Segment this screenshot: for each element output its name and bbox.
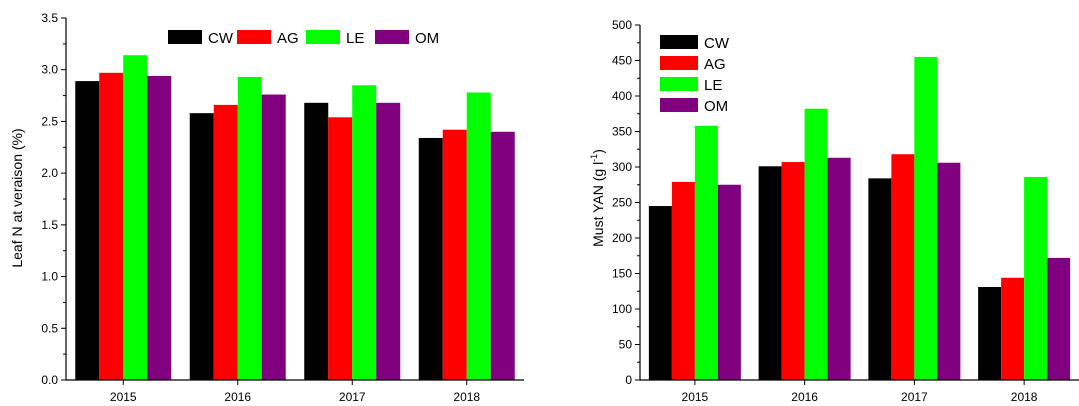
x-tick-label: 2016 bbox=[791, 390, 818, 404]
legend-swatch-le bbox=[306, 30, 340, 44]
bar-le-2017 bbox=[914, 56, 938, 380]
bar-ag-2015 bbox=[99, 72, 124, 381]
x-tick-label: 2018 bbox=[1011, 390, 1038, 404]
x-tick-label: 2015 bbox=[110, 390, 137, 404]
y-tick-label: 1.0 bbox=[41, 270, 58, 284]
bar-le-2016 bbox=[237, 76, 262, 380]
legend-label-ag: AG bbox=[704, 56, 726, 73]
legend-label-om: OM bbox=[415, 30, 439, 47]
bar-ag-2018 bbox=[1001, 277, 1025, 380]
y-tick-label: 500 bbox=[612, 18, 632, 32]
legend-swatch-ag bbox=[237, 30, 271, 44]
bar-cw-2018 bbox=[978, 286, 1002, 380]
y-axis-label-sup: -1 bbox=[589, 154, 599, 162]
y-axis-label-close: ) bbox=[590, 149, 606, 154]
legend-swatch-om bbox=[375, 30, 409, 44]
legend-leaf-n: CW AG LE OM bbox=[168, 30, 439, 47]
legend-label-om: OM bbox=[704, 98, 728, 115]
bar-om-2017 bbox=[376, 102, 401, 380]
bar-le-2017 bbox=[352, 85, 377, 380]
bar-om-2018 bbox=[1047, 257, 1071, 380]
legend-swatch-ag bbox=[660, 56, 698, 70]
y-tick-label: 1.5 bbox=[41, 218, 58, 232]
bar-om-2017 bbox=[937, 162, 961, 380]
y-axis-label-must-yan: Must YAN (g l-1) bbox=[589, 149, 606, 247]
y-tick-label: 450 bbox=[612, 54, 632, 68]
legend-label-le: LE bbox=[346, 30, 364, 47]
x-tick-label: 2017 bbox=[339, 390, 366, 404]
axes-leaf-n: 2015 2016 2017 2018 0.0 0.5 1.0 1.5 2.0 2.5 3.0 3.5 bbox=[41, 11, 524, 404]
y-tick-label: 0 bbox=[625, 373, 632, 387]
bar-cw-2015 bbox=[648, 206, 672, 380]
bar-cw-2016 bbox=[189, 113, 214, 380]
y-axis-label-main: Must YAN (g l bbox=[590, 162, 606, 247]
y-tick-label: 3.0 bbox=[41, 63, 58, 77]
bar-ag-2017 bbox=[891, 154, 915, 380]
bar-om-2015 bbox=[147, 75, 172, 381]
y-tick-label: 250 bbox=[612, 196, 632, 210]
y-tick-label: 200 bbox=[612, 231, 632, 245]
chart-leaf-n: 2015 2016 2017 2018 0.0 0.5 1.0 1.5 2.0 2.5 3.0 3.5… bbox=[9, 11, 524, 404]
legend-must-yan: CW AG LE OM bbox=[660, 35, 730, 115]
bar-le-2015 bbox=[123, 55, 148, 381]
y-tick-label: 2.0 bbox=[41, 166, 58, 180]
y-tick-label: 150 bbox=[612, 267, 632, 281]
legend-label-le: LE bbox=[704, 77, 722, 94]
legend-swatch-om bbox=[660, 98, 698, 112]
bars-leaf-n bbox=[75, 55, 515, 381]
y-tick-label: 0.5 bbox=[41, 321, 58, 335]
x-tick-label: 2018 bbox=[453, 390, 480, 404]
bar-le-2018 bbox=[1024, 176, 1048, 380]
y-tick-label: 100 bbox=[612, 302, 632, 316]
bar-le-2015 bbox=[694, 125, 718, 380]
bar-le-2016 bbox=[804, 108, 828, 380]
y-tick-label: 0.0 bbox=[41, 373, 58, 387]
legend-swatch-cw bbox=[168, 30, 202, 44]
bar-ag-2016 bbox=[781, 162, 805, 380]
bar-ag-2017 bbox=[328, 117, 353, 380]
bar-cw-2017 bbox=[868, 178, 892, 380]
x-tick-label: 2016 bbox=[224, 390, 251, 404]
y-tick-label: 300 bbox=[612, 160, 632, 174]
axes-must-yan: 2015 2016 2017 2018 0 50 100 150 200 250 300 350 400… bbox=[612, 18, 1079, 404]
bar-om-2016 bbox=[261, 94, 286, 380]
legend-label-cw: CW bbox=[208, 30, 234, 47]
y-axis-label-leaf-n: Leaf N at veraison (%) bbox=[9, 128, 25, 267]
x-tick-label: 2015 bbox=[682, 390, 709, 404]
bars-must-yan bbox=[648, 56, 1071, 380]
x-tick-label: 2017 bbox=[901, 390, 928, 404]
bar-om-2015 bbox=[717, 184, 741, 380]
bar-le-2018 bbox=[466, 92, 491, 381]
bar-cw-2015 bbox=[75, 81, 100, 380]
legend-label-ag: AG bbox=[277, 30, 299, 47]
y-tick-label: 350 bbox=[612, 125, 632, 139]
bar-om-2016 bbox=[827, 157, 851, 380]
y-tick-label: 50 bbox=[619, 338, 633, 352]
bar-cw-2018 bbox=[418, 137, 443, 380]
chart-must-yan: 2015 2016 2017 2018 0 50 100 150 200 250 300 350 400… bbox=[589, 18, 1079, 404]
bar-cw-2016 bbox=[758, 166, 782, 380]
y-tick-label: 400 bbox=[612, 89, 632, 103]
legend-label-cw: CW bbox=[704, 35, 730, 52]
bar-om-2018 bbox=[490, 131, 515, 380]
legend-swatch-le bbox=[660, 77, 698, 91]
bar-ag-2018 bbox=[442, 129, 467, 380]
y-tick-label: 2.5 bbox=[41, 114, 58, 128]
bar-ag-2016 bbox=[213, 104, 238, 380]
y-tick-label: 3.5 bbox=[41, 11, 58, 25]
bar-cw-2017 bbox=[304, 102, 329, 380]
legend-swatch-cw bbox=[660, 35, 698, 49]
bar-ag-2015 bbox=[671, 181, 695, 380]
